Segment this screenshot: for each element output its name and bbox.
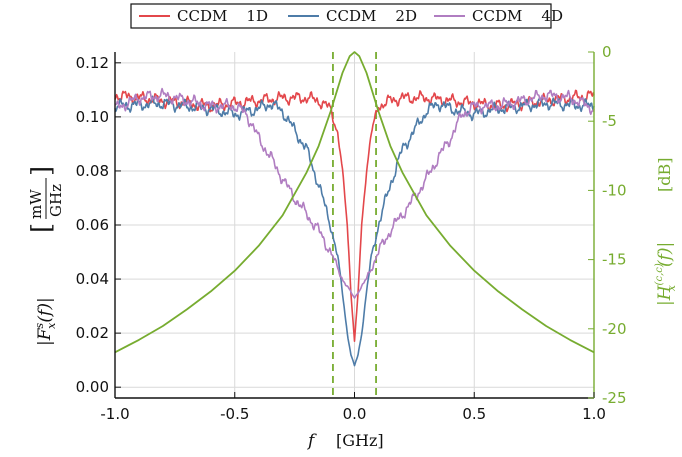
series-line-2 xyxy=(114,87,595,299)
x-axis-unit: [GHz] xyxy=(336,431,384,450)
y-right-tick-label-5: -25 xyxy=(602,389,627,407)
y-left-tick-label-3: 0.06 xyxy=(76,216,109,234)
x-tick-label-0: -1.0 xyxy=(100,405,129,423)
y-right-tick-label-1: -5 xyxy=(602,112,617,130)
x-tick-label-4: 1.0 xyxy=(582,405,606,423)
y-left-bracket-close: ] xyxy=(27,166,57,176)
y-left-tick-label-0: 0.00 xyxy=(76,378,109,396)
series-lines xyxy=(114,51,595,367)
legend-label-ccdm-1d: CCDM 1D xyxy=(177,7,268,25)
legend-box xyxy=(130,3,552,29)
x-tick-label-3: 0.5 xyxy=(462,405,486,423)
y-left-axis-label: |Fsx(f)| [ mW GHz ] xyxy=(27,166,65,346)
series-line-3 xyxy=(114,51,595,354)
x-axis-label: f [GHz] xyxy=(306,431,384,451)
y-left-tick-label-4: 0.08 xyxy=(76,162,109,180)
y-left-tick-label-2: 0.04 xyxy=(76,270,109,288)
legend-label-ccdm-4d: CCDM 4D xyxy=(472,7,563,25)
y-left-unit-numerator: mW xyxy=(27,189,45,219)
y-right-tick-label-4: -20 xyxy=(602,320,627,338)
legend: CCDM 1D CCDM 2D CCDM 4D xyxy=(130,3,563,29)
y-left-label-main: |Fsx(f)| xyxy=(33,297,58,346)
y-right-unit: [dB] xyxy=(655,158,674,192)
y-right-axis-label: |H(c,c)x(f)| [dB] xyxy=(654,158,678,306)
x-tick-label-1: -0.5 xyxy=(220,405,249,423)
y-right-tick-label-2: -10 xyxy=(602,181,627,199)
y-left-tick-label-5: 0.10 xyxy=(76,108,109,126)
y-left-unit-denominator: GHz xyxy=(47,184,65,217)
y-right-label-main: |H(c,c)x(f)| xyxy=(654,242,678,306)
y-left-bracket-open: [ xyxy=(27,223,57,233)
x-axis-variable: f xyxy=(306,431,317,451)
cutoff-lines xyxy=(332,52,377,398)
x-tick-label-2: 0.0 xyxy=(343,405,367,423)
y-left-tick-label-6: 0.12 xyxy=(76,54,109,72)
axes: -1.0 -0.5 0.0 0.5 1.0 0.00 0.02 0.04 0.06 0.08 0.1… xyxy=(76,43,627,423)
y-left-tick-label-1: 0.02 xyxy=(76,324,109,342)
y-right-tick-label-0: 0 xyxy=(602,43,612,61)
y-right-tick-label-3: -15 xyxy=(602,251,627,269)
legend-label-ccdm-2d: CCDM 2D xyxy=(326,7,417,25)
